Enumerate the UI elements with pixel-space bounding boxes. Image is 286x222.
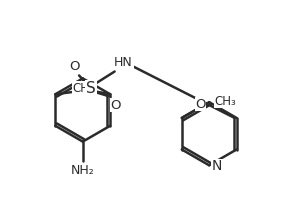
Text: N: N: [212, 159, 222, 173]
Text: CH₃: CH₃: [73, 82, 94, 95]
Text: CH₃: CH₃: [214, 95, 236, 108]
Text: O: O: [110, 99, 121, 112]
Text: O: O: [69, 60, 80, 73]
Text: O: O: [195, 98, 206, 111]
Text: NH₂: NH₂: [71, 164, 95, 177]
Text: HN: HN: [114, 56, 133, 69]
Text: S: S: [86, 81, 96, 96]
